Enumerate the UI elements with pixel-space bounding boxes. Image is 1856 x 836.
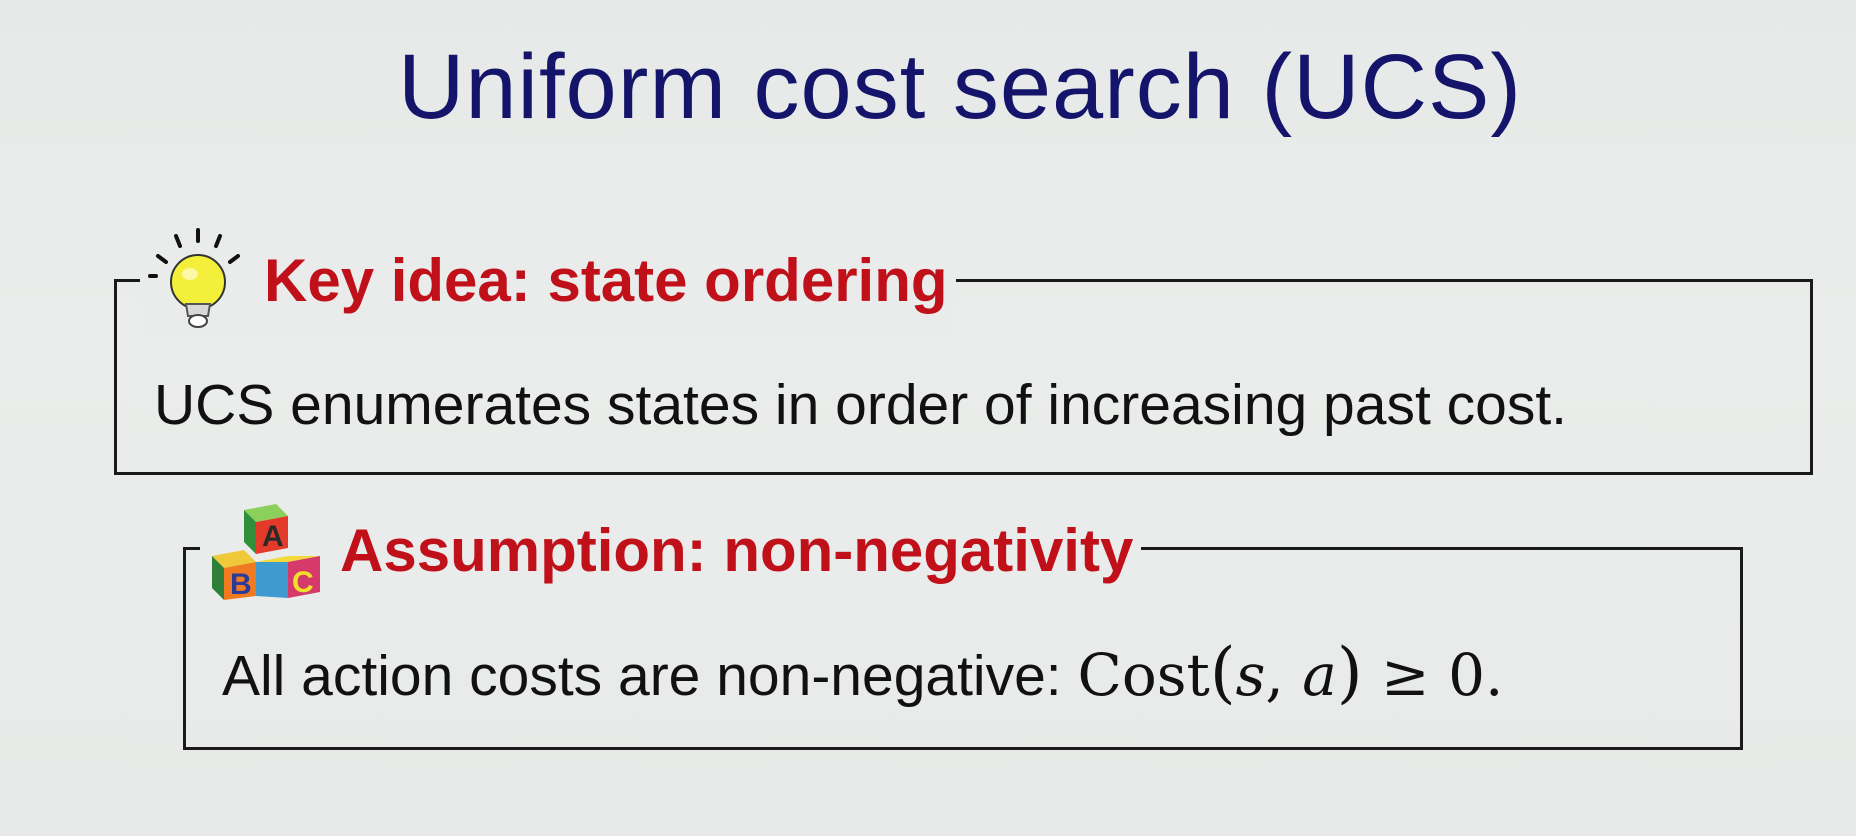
- lightbulb-icon: [148, 228, 240, 328]
- assumption-header: A B C Assumption: non-negativity: [200, 498, 1142, 604]
- formula-func: Cost: [1077, 641, 1210, 709]
- key-idea-text: UCS enumerates states in order of increa…: [154, 373, 1568, 437]
- formula-close-paren: ): [1336, 634, 1363, 711]
- svg-text:A: A: [262, 520, 284, 553]
- assumption-text: All action costs are non-negative: Cost(…: [222, 638, 1503, 711]
- key-idea-box: [114, 279, 1813, 475]
- formula-arg-a: a: [1302, 641, 1337, 709]
- formula-open-paren: (: [1209, 634, 1236, 711]
- svg-text:B: B: [230, 568, 252, 601]
- assumption-heading: Assumption: non-negativity: [340, 517, 1134, 584]
- abc-blocks-icon: A B C: [212, 504, 320, 601]
- formula-period: .: [1484, 641, 1504, 709]
- cost-formula: Cost(s, a) ≥ 0.: [1077, 638, 1504, 710]
- formula-arg-s: s: [1235, 641, 1266, 709]
- formula-comma: ,: [1265, 641, 1303, 709]
- key-idea-heading: Key idea: state ordering: [264, 247, 948, 314]
- svg-text:C: C: [292, 566, 314, 599]
- assumption-text-prefix: All action costs are non-negative:: [222, 644, 1078, 708]
- formula-rhs: 0: [1448, 641, 1485, 709]
- key-idea-header: Key idea: state ordering: [140, 226, 956, 336]
- formula-relation: ≥: [1362, 641, 1449, 709]
- slide-title: Uniform cost search (UCS): [397, 36, 1523, 138]
